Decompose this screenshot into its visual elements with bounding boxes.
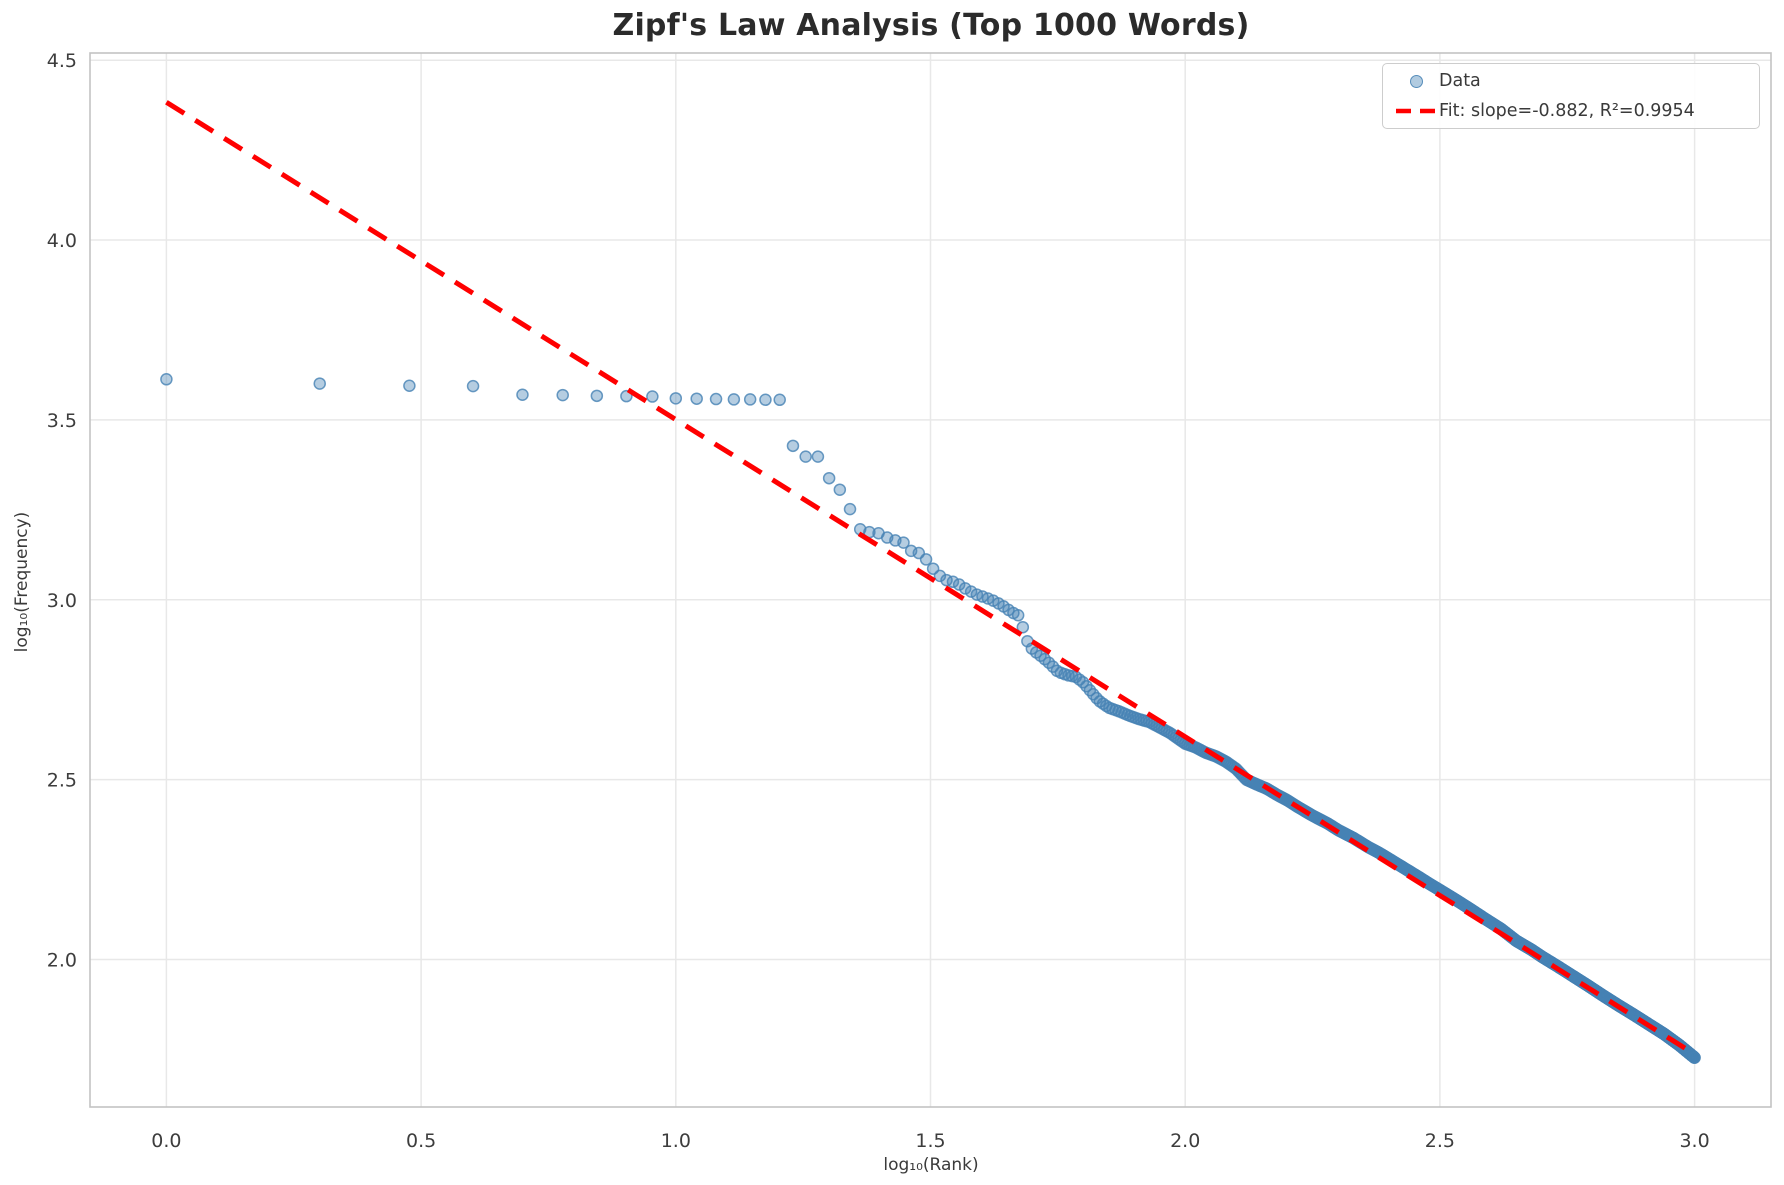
x-tick-label: 3.0	[1679, 1130, 1709, 1152]
scatter-point	[786, 439, 800, 453]
scatter-point	[822, 471, 836, 485]
legend-data-label: Data	[1439, 71, 1481, 92]
legend-data-marker-icon	[1393, 74, 1439, 88]
x-tick-label: 0.5	[406, 1130, 436, 1152]
scatter-point	[516, 388, 529, 401]
scatter-point	[727, 393, 741, 406]
fit-line	[165, 100, 1696, 1057]
scatter-point	[1016, 620, 1030, 634]
y-tick-label: 2.0	[47, 950, 77, 972]
scatter-point	[1011, 609, 1025, 622]
y-tick-label: 3.5	[47, 410, 77, 432]
scatter-point	[743, 393, 757, 406]
scatter-point	[933, 569, 947, 583]
legend-fit-item: Fit: slope=-0.882, R²=0.9954	[1393, 100, 1749, 123]
scatter-point	[952, 578, 966, 591]
scatter-point	[799, 450, 812, 463]
scatter-point	[590, 389, 604, 403]
scatter-point	[690, 392, 703, 405]
scatter-point	[646, 390, 659, 403]
scatter-point	[759, 393, 772, 407]
y-tick-label: 3.0	[47, 590, 77, 612]
plot-spines	[89, 52, 1772, 1108]
y-tick-label: 4.0	[47, 230, 77, 252]
x-axis-label: log₁₀(Rank)	[883, 1155, 979, 1175]
scatter-point	[811, 450, 825, 463]
scatter-point	[466, 379, 480, 393]
scatter-point	[964, 585, 978, 598]
y-axis-label: log₁₀(Frequency)	[12, 511, 32, 653]
y-tick-label: 4.5	[47, 50, 77, 72]
scatter-point	[1688, 1051, 1701, 1064]
legend-fit-label: Fit: slope=-0.882, R²=0.9954	[1439, 100, 1695, 121]
scatter-point	[773, 393, 786, 407]
scatter-point	[833, 483, 847, 496]
legend: Data Fit: slope=-0.882, R²=0.9954	[1382, 63, 1760, 129]
y-tick-label: 2.5	[47, 770, 77, 792]
x-tick-label: 1.5	[915, 1130, 945, 1152]
scatter-point	[709, 392, 723, 406]
scatter-point	[843, 502, 857, 516]
x-tick-label: 2.5	[1425, 1130, 1455, 1152]
x-tick-label: 1.0	[661, 1130, 691, 1152]
scatter-point	[313, 377, 326, 390]
x-tick-label: 0.0	[151, 1130, 181, 1152]
scatter-point	[946, 575, 960, 589]
scatter-point	[897, 536, 910, 549]
scatter-point	[160, 373, 173, 386]
scatter-point	[958, 582, 972, 595]
x-tick-label: 2.0	[1170, 1130, 1200, 1152]
legend-data-item: Data	[1393, 70, 1749, 93]
legend-fit-line-icon	[1393, 108, 1439, 114]
chart-title: Zipf's Law Analysis (Top 1000 Words)	[612, 8, 1250, 43]
scatter-point	[919, 553, 933, 566]
scatter-point	[556, 388, 569, 402]
scatter-point	[403, 379, 416, 392]
scatter-point	[669, 392, 683, 405]
